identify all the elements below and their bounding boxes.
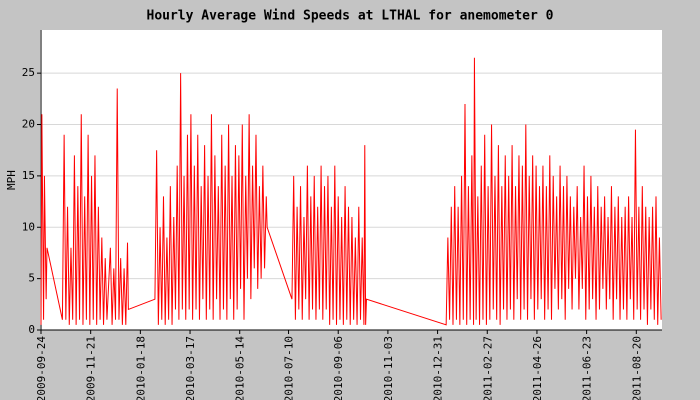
x-tick-label: 2010-01-18: [134, 336, 147, 400]
line-series: [40, 57, 662, 326]
chart-title: Hourly Average Wind Speeds at LTHAL for …: [147, 9, 554, 24]
x-tick-label: 2010-12-31: [432, 336, 445, 400]
y-tick-label: 25: [22, 66, 35, 79]
x-tick-label: 2011-04-26: [531, 336, 544, 400]
x-tick-label: 2010-09-06: [332, 336, 345, 400]
y-tick-label: 10: [22, 220, 35, 233]
x-tick-label: 2011-08-20: [630, 336, 643, 400]
y-tick-label: 15: [22, 169, 35, 182]
x-tick-label: 2009-09-24: [35, 336, 48, 400]
x-tick-label: 2011-02-27: [481, 336, 494, 400]
x-tick-label: 2010-11-03: [382, 336, 395, 400]
y-tick-label: 5: [28, 272, 35, 285]
x-tick-label: 2010-05-14: [234, 336, 247, 400]
x-tick-label: 2009-11-21: [85, 336, 98, 400]
x-tick-label: 2010-07-10: [283, 336, 296, 400]
y-tick-label: 20: [22, 118, 35, 131]
x-tick-label: 2011-06-23: [581, 336, 594, 400]
y-tick-label: 0: [28, 323, 35, 336]
x-tick-label: 2010-03-17: [184, 336, 197, 400]
y-axis-label: MPH: [5, 170, 18, 190]
